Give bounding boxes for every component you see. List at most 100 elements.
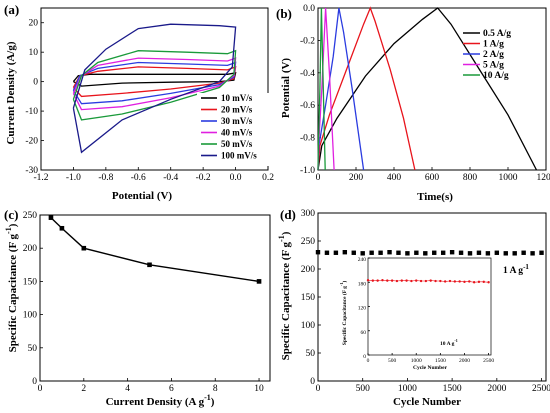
- inset-data-point: [472, 281, 476, 284]
- panel-a-y-axis-title: Current Density (A/g): [5, 41, 17, 144]
- panel-a-legend-entry: 50 mV/s: [221, 139, 253, 149]
- inset-data-point: [443, 280, 447, 283]
- panel-d-data-point: [324, 250, 330, 255]
- panel-c-y-tick-label: 50: [28, 344, 38, 354]
- panel-a-x-tick-label: 0.0: [230, 173, 242, 183]
- panel-b-label: (b): [276, 6, 292, 21]
- panel-d-data-point: [432, 250, 437, 255]
- panel-b-y-tick-label: -0.2: [300, 36, 315, 46]
- panel-d-data-point: [503, 251, 508, 256]
- panel-d-data-point: [530, 251, 535, 256]
- inset-data-point: [482, 280, 485, 284]
- panel-a-legend-background: [197, 93, 269, 166]
- panel-c-rate-capability: (c) Current Density (A g-1) Specific Cap…: [4, 207, 271, 408]
- panel-b-x-tick-label: 1000: [499, 173, 518, 183]
- panel-d-y-tick-label: 200: [301, 265, 316, 275]
- panel-d-data-point: [494, 250, 500, 255]
- panel-d-data-point: [512, 251, 517, 256]
- inset-data-point: [390, 279, 394, 282]
- panel-d-x-tick-label: 2000: [487, 384, 506, 394]
- inset-data-point: [487, 281, 490, 284]
- panel-d-data-point: [423, 251, 428, 256]
- panel-d-data-point: [539, 250, 544, 255]
- inset-data-point: [424, 279, 428, 283]
- panel-a-x-tick-label: -0.2: [196, 173, 211, 183]
- inset-data-point: [400, 279, 403, 282]
- inset-data-point: [463, 280, 466, 284]
- inset-data-point: [405, 279, 408, 282]
- panel-d-y-tick-label: 50: [306, 349, 316, 359]
- inset-x-tick-label: 1500: [435, 358, 446, 364]
- panel-c-x-tick-label: 4: [125, 384, 130, 394]
- inset-rate-annotation: 10 A g-1: [440, 338, 458, 347]
- inset-x-tick-label: 2500: [483, 358, 494, 364]
- panel-d-y-tick-label: 250: [301, 237, 316, 247]
- inset-data-point: [448, 279, 452, 283]
- panel-b-x-tick-label: 400: [387, 173, 402, 183]
- panel-a-cv-loop-5: [72, 49, 237, 121]
- panel-d-label: (d): [280, 207, 296, 222]
- panel-a-legend-entry: 10 mV/s: [221, 93, 253, 103]
- panel-c-x-tick-label: 0: [38, 384, 43, 394]
- panel-d-data-point: [414, 250, 419, 255]
- inset-data-point: [381, 279, 384, 282]
- panel-a-legend-entry: 100 mV/s: [221, 151, 257, 161]
- panel-a-legend-entry: 40 mV/s: [221, 128, 253, 138]
- panel-d-y-tick-label: 300: [301, 209, 316, 219]
- panel-d-data-point: [440, 250, 446, 255]
- panel-c-x-tick-label: 8: [213, 384, 218, 394]
- panel-a-x-axis-title: Potential (V): [112, 190, 173, 202]
- panel-c-x-axis-title: Current Density (A g-1): [106, 393, 215, 408]
- panel-d-rate-annotation: 1 A g-1: [503, 263, 529, 276]
- panel-b-x-tick-label: 800: [463, 173, 478, 183]
- panel-d-y-tick-label: 0: [310, 377, 315, 387]
- panel-b-y-tick-label: -0.6: [300, 101, 315, 111]
- inset-data-point: [477, 280, 481, 284]
- panel-d-data-point: [476, 250, 482, 255]
- panel-a-cv-curves: (a) Potential (V) Current Density (A/g) …: [4, 2, 274, 202]
- panel-d-data-point: [467, 251, 473, 256]
- panel-c-label: (c): [4, 207, 18, 222]
- panel-b-y-tick-label: -1.0: [300, 166, 315, 176]
- panel-b-y-tick-label: 0.0: [303, 4, 315, 14]
- inset-y-tick-label: 120: [358, 306, 367, 312]
- panel-d-y-tick-label: 100: [301, 321, 316, 331]
- inset-data-point: [468, 280, 471, 283]
- panel-b-legend-entry: 1 A/g: [483, 40, 504, 50]
- inset-y-tick-label: 180: [358, 281, 367, 287]
- panel-b-legend-entry: 2 A/g: [483, 50, 504, 60]
- panel-c-y-tick-label: 100: [23, 311, 38, 321]
- inset-data-point: [410, 279, 413, 283]
- panel-c-y-tick-label: 200: [23, 244, 38, 254]
- panel-c-x-tick-label: 2: [81, 384, 86, 394]
- panel-a-x-tick-label: -1.2: [33, 173, 48, 183]
- panel-d-data-point: [342, 250, 348, 255]
- inset-y-tick-label: 60: [361, 330, 367, 336]
- panel-a-x-tick-label: -1.0: [66, 173, 81, 183]
- panel-a-y-tick-label: 10: [29, 48, 39, 58]
- panel-d-data-point: [378, 250, 383, 255]
- panel-a-x-tick-label: -0.8: [98, 173, 113, 183]
- panel-b-x-tick-label: 0: [316, 173, 321, 183]
- panel-c-data-point: [48, 215, 54, 220]
- panel-a-y-tick-label: 0: [33, 78, 38, 88]
- inset-y-tick-label: 240: [358, 257, 367, 263]
- panel-d-data-point: [485, 251, 491, 256]
- panel-b-legend-entry: 5 A/g: [483, 61, 504, 71]
- inset-data-point: [453, 280, 457, 283]
- inset-data-point: [458, 280, 461, 283]
- panel-a-legend-entry: 30 mV/s: [221, 116, 253, 126]
- panel-a-label: (a): [4, 2, 19, 17]
- panel-a-cv-loop-6: [72, 23, 237, 154]
- inset-data-point: [439, 279, 442, 283]
- inset-data-point: [415, 279, 418, 282]
- inset-data-point: [434, 279, 437, 283]
- panel-d-data-point: [333, 250, 339, 255]
- panel-a-cv-loop-1: [72, 71, 237, 87]
- inset-data-point: [395, 279, 399, 283]
- panel-a-y-tick-label: -30: [25, 166, 38, 176]
- panel-d-data-point: [405, 251, 410, 256]
- panel-d-data-point: [315, 250, 321, 255]
- inset-y-tick-label: 0: [363, 354, 366, 360]
